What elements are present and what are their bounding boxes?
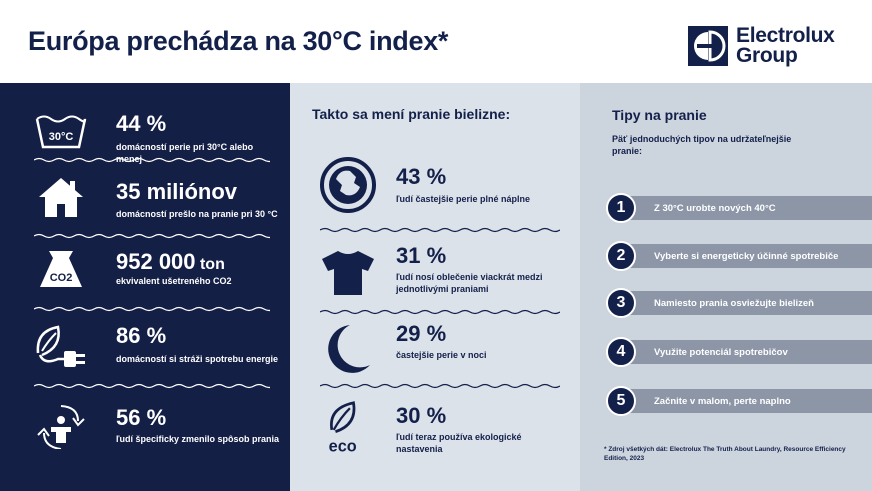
wave-divider — [34, 157, 270, 163]
tips-subtitle: Päť jednoduchých tipov na udržateľnejšie… — [612, 134, 792, 156]
tip-number: 5 — [606, 386, 636, 416]
stat-caption: ľudí nosí oblečenie viackrát medzi jedno… — [396, 272, 543, 294]
stat-value: 86 % — [116, 323, 167, 348]
tip-bar — [618, 196, 872, 220]
tip-item: 3 Namiesto prania osviežujte bielizeň — [606, 288, 872, 318]
stat-value: 30 % — [396, 403, 447, 428]
tip-number: 1 — [606, 193, 636, 223]
stat-value: 952 000 ton — [116, 249, 225, 274]
stat-value: 31 % — [396, 243, 447, 268]
eco-icon-text: eco — [329, 438, 357, 456]
eco-leaf-icon: eco — [329, 401, 357, 456]
wave-divider — [320, 383, 560, 389]
tip-number: 2 — [606, 241, 636, 271]
tip-item: 4 Využite potenciál spotrebičov — [606, 337, 872, 367]
tip-label: Vyberte si energeticky účinné spotrebiče — [654, 251, 839, 262]
house-icon — [39, 178, 83, 217]
stat-value: 35 miliónov — [116, 179, 238, 204]
brand-logo: Electrolux Group — [688, 22, 835, 70]
stat-caption: ľudí špecificky zmenilo spôsob prania — [116, 434, 280, 444]
logo-line2: Group — [736, 44, 798, 67]
source-footnote: * Zdroj všetkých dát: Electrolux The Tru… — [604, 446, 846, 462]
wave-divider — [320, 309, 560, 315]
tip-label: Z 30°C urobte nových 40°C — [654, 203, 776, 214]
wash-30-icon: 30°C — [35, 115, 87, 149]
tip-item: 2 Vyberte si energeticky účinné spotrebi… — [606, 241, 872, 271]
stat-caption: ekvivalent ušetreného CO2 — [116, 276, 232, 286]
washing-drum-icon — [320, 157, 376, 213]
tip-bar — [618, 244, 872, 268]
stat-caption: ľudí častejšie perie plné náplne — [396, 194, 531, 204]
tip-label: Namiesto prania osviežujte bielizeň — [654, 298, 814, 309]
stat-value: 29 % — [396, 321, 447, 346]
tips-title: Tipy na pranie — [612, 107, 707, 123]
middle-heading: Takto sa mení pranie bielizne: — [312, 106, 511, 122]
left-panel: 30°C 44 % domácností perie pri 30°C aleb… — [0, 83, 290, 491]
stat-value: 56 % — [116, 405, 167, 430]
person-cycle-icon — [37, 405, 85, 449]
middle-panel: Takto sa mení pranie bielizne: 43 % ľudí… — [290, 83, 580, 491]
wash-30-icon-text: 30°C — [49, 131, 74, 143]
tip-item: 5 Začnite v malom, perte naplno — [606, 386, 872, 416]
tip-label: Využite potenciál spotrebičov — [654, 347, 788, 358]
stat-value: 43 % — [396, 164, 447, 189]
tip-number: 4 — [606, 337, 636, 367]
page-title: Európa prechádza na 30°C index* — [28, 26, 449, 56]
wave-divider — [34, 383, 270, 389]
tip-number: 3 — [606, 288, 636, 318]
wave-divider — [34, 306, 270, 312]
stat-caption: domácností prešlo na pranie pri 30 °C — [116, 209, 278, 219]
stat-caption: ľudí teraz používa ekologické nastavenia — [396, 432, 522, 454]
header: Európa prechádza na 30°C index* Electrol… — [0, 0, 872, 83]
co2-icon: CO2 — [40, 251, 82, 287]
stat-caption: domácností perie pri 30°C alebo menej — [116, 142, 254, 164]
tip-bar — [618, 340, 872, 364]
stat-caption: domácností si stráži spotrebu energie — [116, 354, 279, 364]
right-panel: Tipy na pranie Päť jednoduchých tipov na… — [580, 83, 872, 491]
tip-item: 1 Z 30°C urobte nových 40°C — [606, 193, 872, 223]
stat-caption: častejšie perie v noci — [396, 350, 487, 360]
tip-bar — [618, 389, 872, 413]
wave-divider — [320, 227, 560, 233]
tip-label: Začnite v malom, perte naplno — [654, 396, 791, 407]
tip-bar — [618, 291, 872, 315]
electrolux-logo-icon — [688, 26, 728, 66]
tshirt-icon — [322, 251, 374, 295]
wave-divider — [34, 233, 270, 239]
co2-icon-text: CO2 — [50, 272, 73, 284]
leaf-plug-icon — [36, 325, 85, 367]
stat-value: 44 % — [116, 111, 167, 136]
logo-line1: Electrolux — [736, 24, 835, 47]
moon-icon — [328, 325, 370, 373]
